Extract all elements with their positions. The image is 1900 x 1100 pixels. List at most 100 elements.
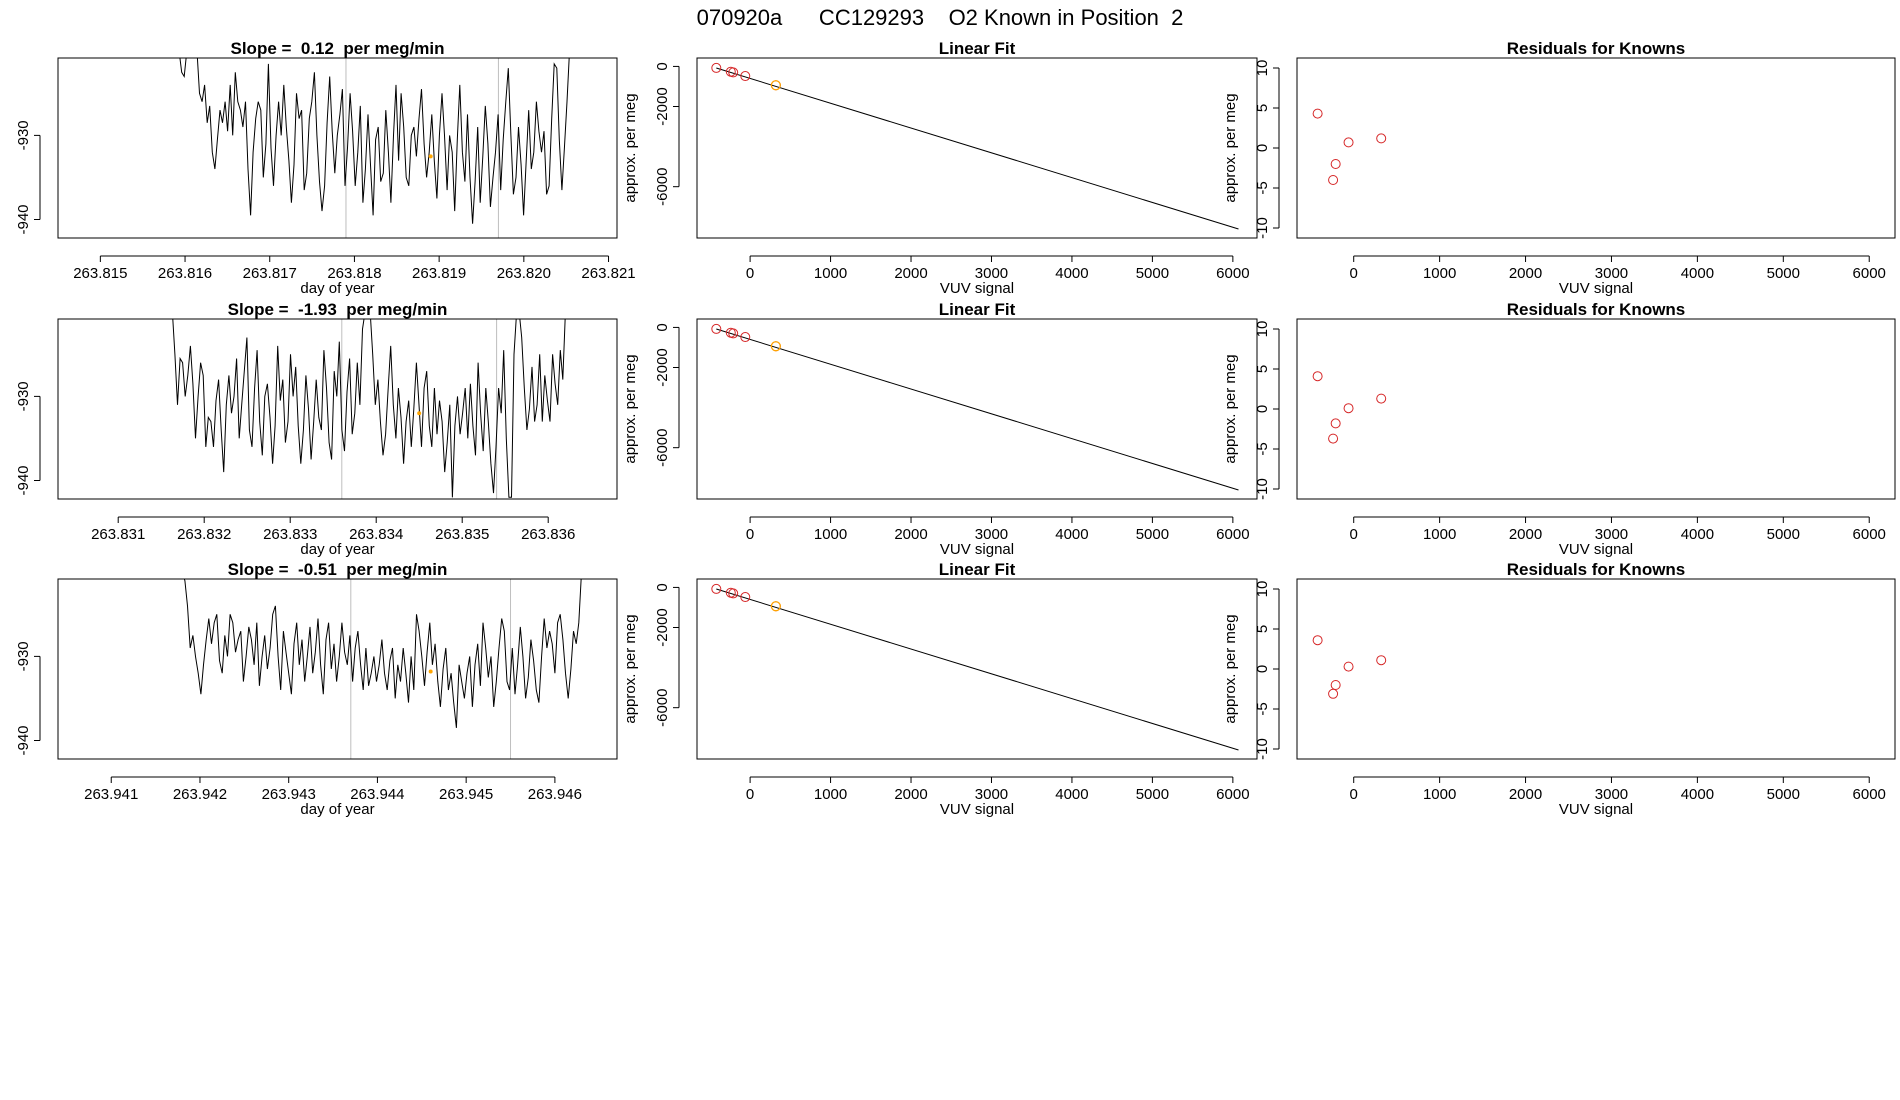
panel-residuals-row-2: Residuals for Knowns 0 1000 2000 3000 4000 500… [1222, 560, 1896, 818]
data-point [1376, 393, 1387, 404]
x-tick-label: 5000 [1767, 265, 1800, 282]
series-line [179, 58, 570, 224]
mean-marker [428, 154, 433, 159]
x-tick-label: 263.815 [73, 265, 127, 282]
x-tick-label: 263.835 [435, 526, 489, 543]
x-tick-label: 0 [1350, 265, 1358, 282]
x-tick-label: 6000 [1216, 265, 1249, 282]
data-point [1376, 655, 1387, 666]
y-tick-label: -6000 [654, 688, 671, 726]
y-tick-label: -2000 [654, 348, 671, 386]
x-tick-label: 263.945 [439, 786, 493, 803]
panel-linear_fit-row-0: Linear Fit 0 1000 2000 3000 4000 5000 6000 VUV s… [622, 39, 1258, 297]
x-axis-label: day of year [300, 280, 374, 297]
y-tick-label: -2000 [654, 608, 671, 646]
figure-title: 070920a CC129293 O2 Known in Position 2 [697, 5, 1184, 30]
panel-title: Slope = -1.93 per meg/min [228, 300, 448, 319]
x-tick-label: 0 [1350, 526, 1358, 543]
panel-residuals-row-0: Residuals for Knowns 0 1000 2000 3000 4000 500… [1222, 39, 1896, 297]
y-tick-label: 0 [1254, 405, 1271, 413]
data-point [728, 588, 739, 599]
data-point [740, 332, 751, 343]
x-tick-label: 2000 [894, 786, 927, 803]
x-tick-label: 3000 [1595, 265, 1628, 282]
mean-marker [428, 669, 433, 674]
data-point [1328, 688, 1339, 699]
x-tick-label: 6000 [1853, 526, 1886, 543]
data-point [1343, 661, 1354, 672]
x-tick-label: 5000 [1136, 786, 1169, 803]
data-point [1312, 108, 1323, 119]
x-tick-label: 4000 [1681, 786, 1714, 803]
plot-data [179, 58, 570, 238]
plot-frame [696, 57, 1258, 239]
data-point [1376, 133, 1387, 144]
panel-title: Linear Fit [939, 560, 1016, 579]
plot-data [172, 319, 566, 499]
y-axis-label: approx. per meg [622, 354, 639, 463]
data-point [1343, 403, 1354, 414]
y-axis-label: approx. per meg [622, 93, 639, 202]
x-tick-label: 2000 [894, 526, 927, 543]
panel-title: Slope = 0.12 per meg/min [231, 39, 445, 58]
data-point [711, 583, 722, 594]
y-tick-label: -940 [15, 204, 32, 234]
data-point [711, 62, 722, 73]
plot-data [1312, 635, 1387, 699]
plot-frame [1296, 318, 1896, 500]
x-axis-label: VUV signal [940, 541, 1014, 558]
x-tick-label: 1000 [1423, 265, 1456, 282]
x-tick-label: 3000 [975, 265, 1008, 282]
y-tick-label: 0 [1254, 144, 1271, 152]
plot-data [1312, 108, 1387, 185]
y-tick-label: 0 [1254, 665, 1271, 673]
plot-data [711, 62, 1239, 230]
x-tick-label: 263.834 [349, 526, 403, 543]
y-tick-label: -10 [1254, 478, 1271, 500]
y-tick-label: -930 [15, 641, 32, 671]
y-tick-label: -10 [1254, 738, 1271, 760]
y-tick-label: -930 [15, 120, 32, 150]
x-axis-label: day of year [300, 541, 374, 558]
x-tick-label: 6000 [1853, 786, 1886, 803]
x-tick-label: 263.818 [327, 265, 381, 282]
data-point [1312, 371, 1323, 382]
panel-linear_fit-row-2: Linear Fit 0 1000 2000 3000 4000 5000 6000 VUV s… [622, 560, 1258, 818]
x-axis-label: day of year [300, 801, 374, 818]
series-line [172, 319, 566, 498]
x-tick-label: 0 [746, 526, 754, 543]
x-tick-label: 5000 [1136, 265, 1169, 282]
x-tick-label: 2000 [1509, 526, 1542, 543]
panel-linear_fit-row-1: Linear Fit 0 1000 2000 3000 4000 5000 6000 VUV s… [622, 300, 1258, 558]
data-point [1312, 635, 1323, 646]
plot-frame [57, 578, 618, 760]
x-tick-label: 2000 [1509, 786, 1542, 803]
mean-marker [417, 411, 422, 416]
data-point [1330, 680, 1341, 690]
plot-data [711, 583, 1239, 751]
y-tick-label: 10 [1254, 321, 1271, 338]
y-tick-label: 0 [654, 583, 671, 591]
plot-data [1312, 371, 1387, 444]
x-tick-label: 263.819 [412, 265, 466, 282]
data-point [711, 323, 722, 334]
x-tick-label: 6000 [1216, 526, 1249, 543]
y-tick-label: 10 [1254, 60, 1271, 77]
y-tick-label: -10 [1254, 217, 1271, 239]
series-line [183, 579, 582, 728]
x-tick-label: 263.821 [581, 265, 635, 282]
y-axis-label: approx. per meg [622, 614, 639, 723]
panel-timeseries-row-1: Slope = -1.93 per meg/min 263.831 263.832 2… [15, 300, 618, 558]
x-tick-label: 0 [1350, 786, 1358, 803]
x-tick-label: 3000 [975, 526, 1008, 543]
data-point [1328, 433, 1339, 444]
highlight-point [770, 601, 781, 612]
panel-residuals-row-1: Residuals for Knowns 0 1000 2000 3000 4000 500… [1222, 300, 1896, 558]
x-tick-label: 0 [746, 786, 754, 803]
y-tick-label: -940 [15, 725, 32, 755]
panel-title: Residuals for Knowns [1507, 560, 1686, 579]
x-tick-label: 3000 [1595, 526, 1628, 543]
x-axis-label: VUV signal [1559, 801, 1633, 818]
x-tick-label: 4000 [1055, 265, 1088, 282]
